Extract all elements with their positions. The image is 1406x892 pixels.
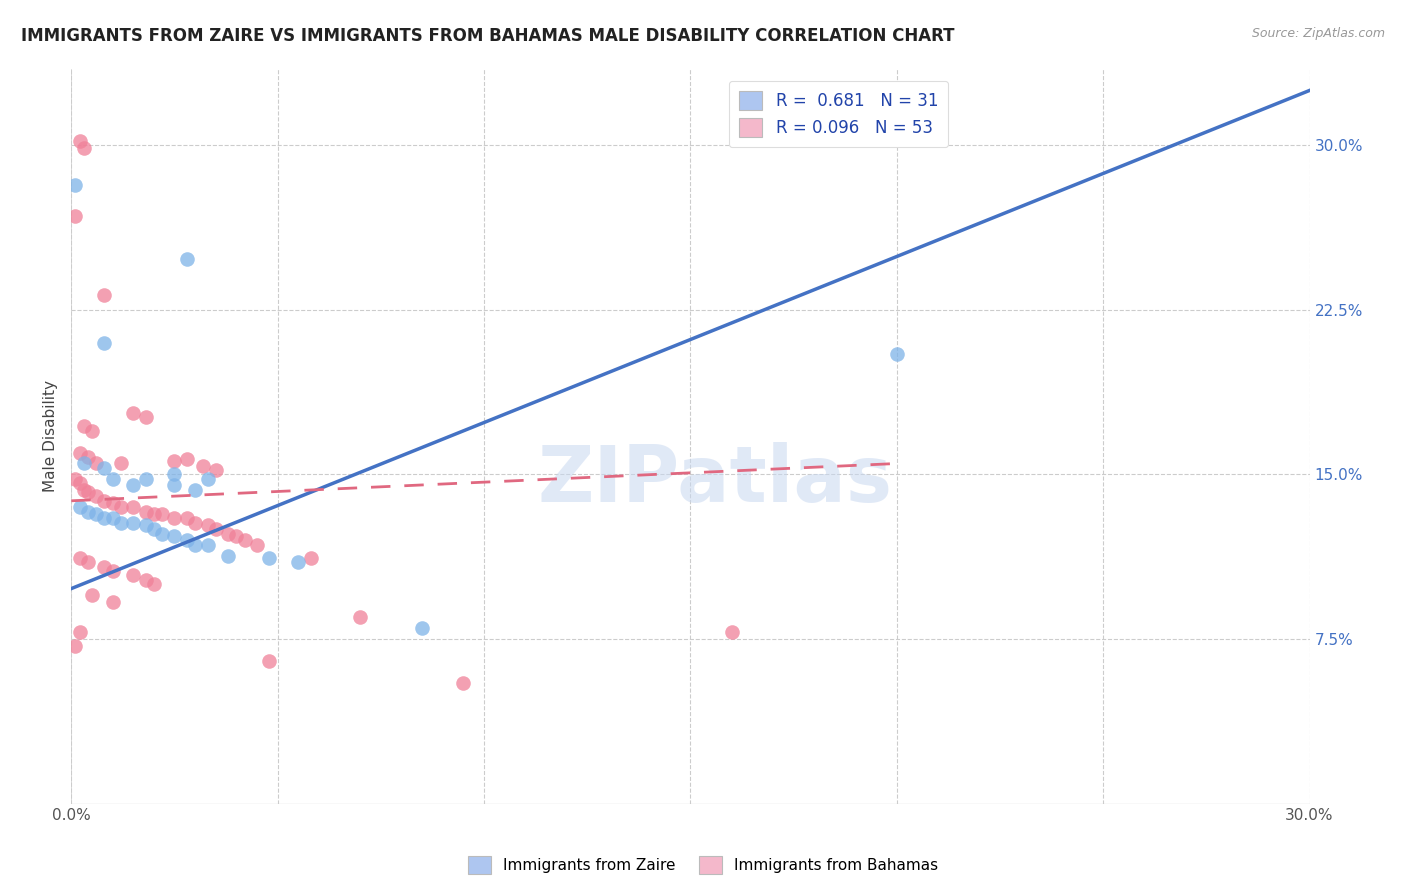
Point	[65, 178, 87, 192]
Point	[73, 140, 96, 154]
Point	[65, 472, 87, 486]
Point	[73, 483, 96, 497]
Point	[150, 507, 173, 521]
Point	[122, 478, 145, 492]
Point	[453, 676, 475, 690]
Point	[76, 450, 98, 464]
Point	[163, 529, 186, 543]
Point	[69, 625, 91, 640]
Point	[84, 507, 107, 521]
Point	[720, 625, 742, 640]
Point	[233, 533, 256, 548]
Point	[101, 496, 124, 510]
Point	[110, 457, 132, 471]
Point	[204, 463, 226, 477]
Point	[259, 654, 281, 668]
Point	[101, 472, 124, 486]
Point	[163, 454, 186, 468]
Point	[84, 457, 107, 471]
Point	[176, 511, 198, 525]
Point	[197, 538, 219, 552]
Point	[135, 410, 157, 425]
Point	[217, 526, 239, 541]
Point	[69, 476, 91, 491]
Point	[299, 550, 322, 565]
Point	[184, 538, 207, 552]
Point	[122, 516, 145, 530]
Point	[122, 406, 145, 420]
Text: IMMIGRANTS FROM ZAIRE VS IMMIGRANTS FROM BAHAMAS MALE DISABILITY CORRELATION CHA: IMMIGRANTS FROM ZAIRE VS IMMIGRANTS FROM…	[21, 27, 955, 45]
Point	[65, 209, 87, 223]
Point	[886, 347, 908, 361]
Y-axis label: Male Disability: Male Disability	[44, 380, 58, 492]
Point	[204, 522, 226, 536]
Point	[197, 472, 219, 486]
Point	[69, 445, 91, 459]
Point	[101, 595, 124, 609]
Point	[122, 568, 145, 582]
Point	[69, 134, 91, 148]
Point	[135, 505, 157, 519]
Point	[93, 461, 115, 475]
Point	[93, 493, 115, 508]
Text: ZIPatlas: ZIPatlas	[537, 442, 893, 518]
Point	[76, 505, 98, 519]
Point	[135, 573, 157, 587]
Point	[176, 533, 198, 548]
Point	[411, 621, 433, 635]
Point	[163, 478, 186, 492]
Point	[110, 500, 132, 515]
Point	[135, 472, 157, 486]
Point	[184, 516, 207, 530]
Point	[246, 538, 269, 552]
Point	[101, 564, 124, 578]
Point	[93, 335, 115, 350]
Point	[93, 511, 115, 525]
Point	[259, 550, 281, 565]
Point	[73, 457, 96, 471]
Point	[93, 287, 115, 301]
Point	[93, 559, 115, 574]
Legend: Immigrants from Zaire, Immigrants from Bahamas: Immigrants from Zaire, Immigrants from B…	[463, 850, 943, 880]
Point	[225, 529, 247, 543]
Point	[150, 526, 173, 541]
Point	[163, 467, 186, 482]
Legend: R =  0.681   N = 31, R = 0.096   N = 53: R = 0.681 N = 31, R = 0.096 N = 53	[730, 80, 948, 147]
Point	[135, 517, 157, 532]
Text: Source: ZipAtlas.com: Source: ZipAtlas.com	[1251, 27, 1385, 40]
Point	[101, 511, 124, 525]
Point	[176, 452, 198, 467]
Point	[176, 252, 198, 267]
Point	[65, 639, 87, 653]
Point	[217, 549, 239, 563]
Point	[69, 550, 91, 565]
Point	[76, 555, 98, 569]
Point	[193, 458, 215, 473]
Point	[80, 588, 103, 602]
Point	[287, 555, 309, 569]
Point	[142, 577, 165, 591]
Point	[73, 419, 96, 434]
Point	[184, 483, 207, 497]
Point	[197, 517, 219, 532]
Point	[80, 424, 103, 438]
Point	[84, 490, 107, 504]
Point	[349, 610, 371, 624]
Point	[142, 522, 165, 536]
Point	[163, 511, 186, 525]
Point	[110, 516, 132, 530]
Point	[69, 500, 91, 515]
Point	[142, 507, 165, 521]
Point	[122, 500, 145, 515]
Point	[76, 485, 98, 500]
